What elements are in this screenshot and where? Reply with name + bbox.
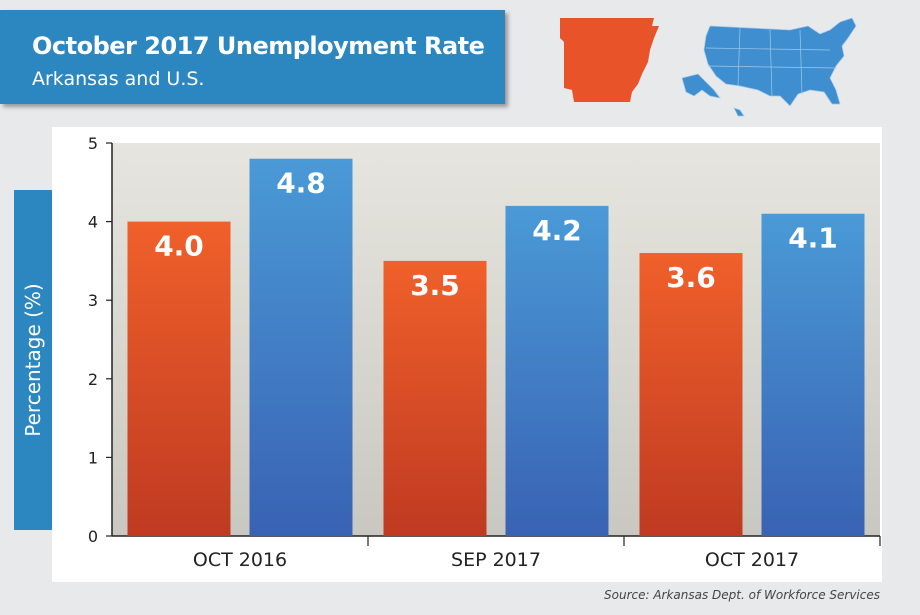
y-tick-label: 0 (88, 527, 98, 546)
bar-arkansas (383, 260, 487, 536)
bar-us (761, 213, 865, 537)
data-label-arkansas: 3.5 (410, 269, 460, 302)
bar-us (505, 205, 609, 536)
data-label-us: 4.2 (532, 214, 582, 247)
x-tick-label: OCT 2016 (193, 549, 287, 571)
y-tick-label: 1 (88, 448, 98, 467)
plot-background (112, 143, 880, 536)
data-label-us: 4.8 (276, 167, 326, 200)
bar-arkansas (127, 221, 231, 536)
y-axis-label-box (14, 190, 52, 530)
arkansas-map-icon (560, 18, 659, 102)
x-tick-label: OCT 2017 (705, 549, 799, 571)
bar-arkansas (639, 253, 743, 537)
y-tick-label: 5 (88, 134, 98, 153)
chart-subtitle: Arkansas and U.S. (32, 68, 205, 90)
data-label-arkansas: 3.6 (666, 261, 716, 294)
data-label-arkansas: 4.0 (154, 230, 204, 263)
y-tick-label: 4 (88, 213, 98, 232)
chart-title: October 2017 Unemployment Rate (32, 32, 485, 60)
bar-us (249, 158, 353, 536)
title-banner: October 2017 Unemployment Rate Arkansas … (0, 10, 505, 104)
data-label-us: 4.1 (788, 222, 838, 255)
us-map-icon (681, 17, 857, 117)
y-tick-label: 2 (88, 370, 98, 389)
source-note: Source: Arkansas Dept. of Workforce Serv… (604, 588, 880, 602)
x-tick-label: SEP 2017 (451, 549, 541, 571)
y-tick-label: 3 (88, 291, 98, 310)
